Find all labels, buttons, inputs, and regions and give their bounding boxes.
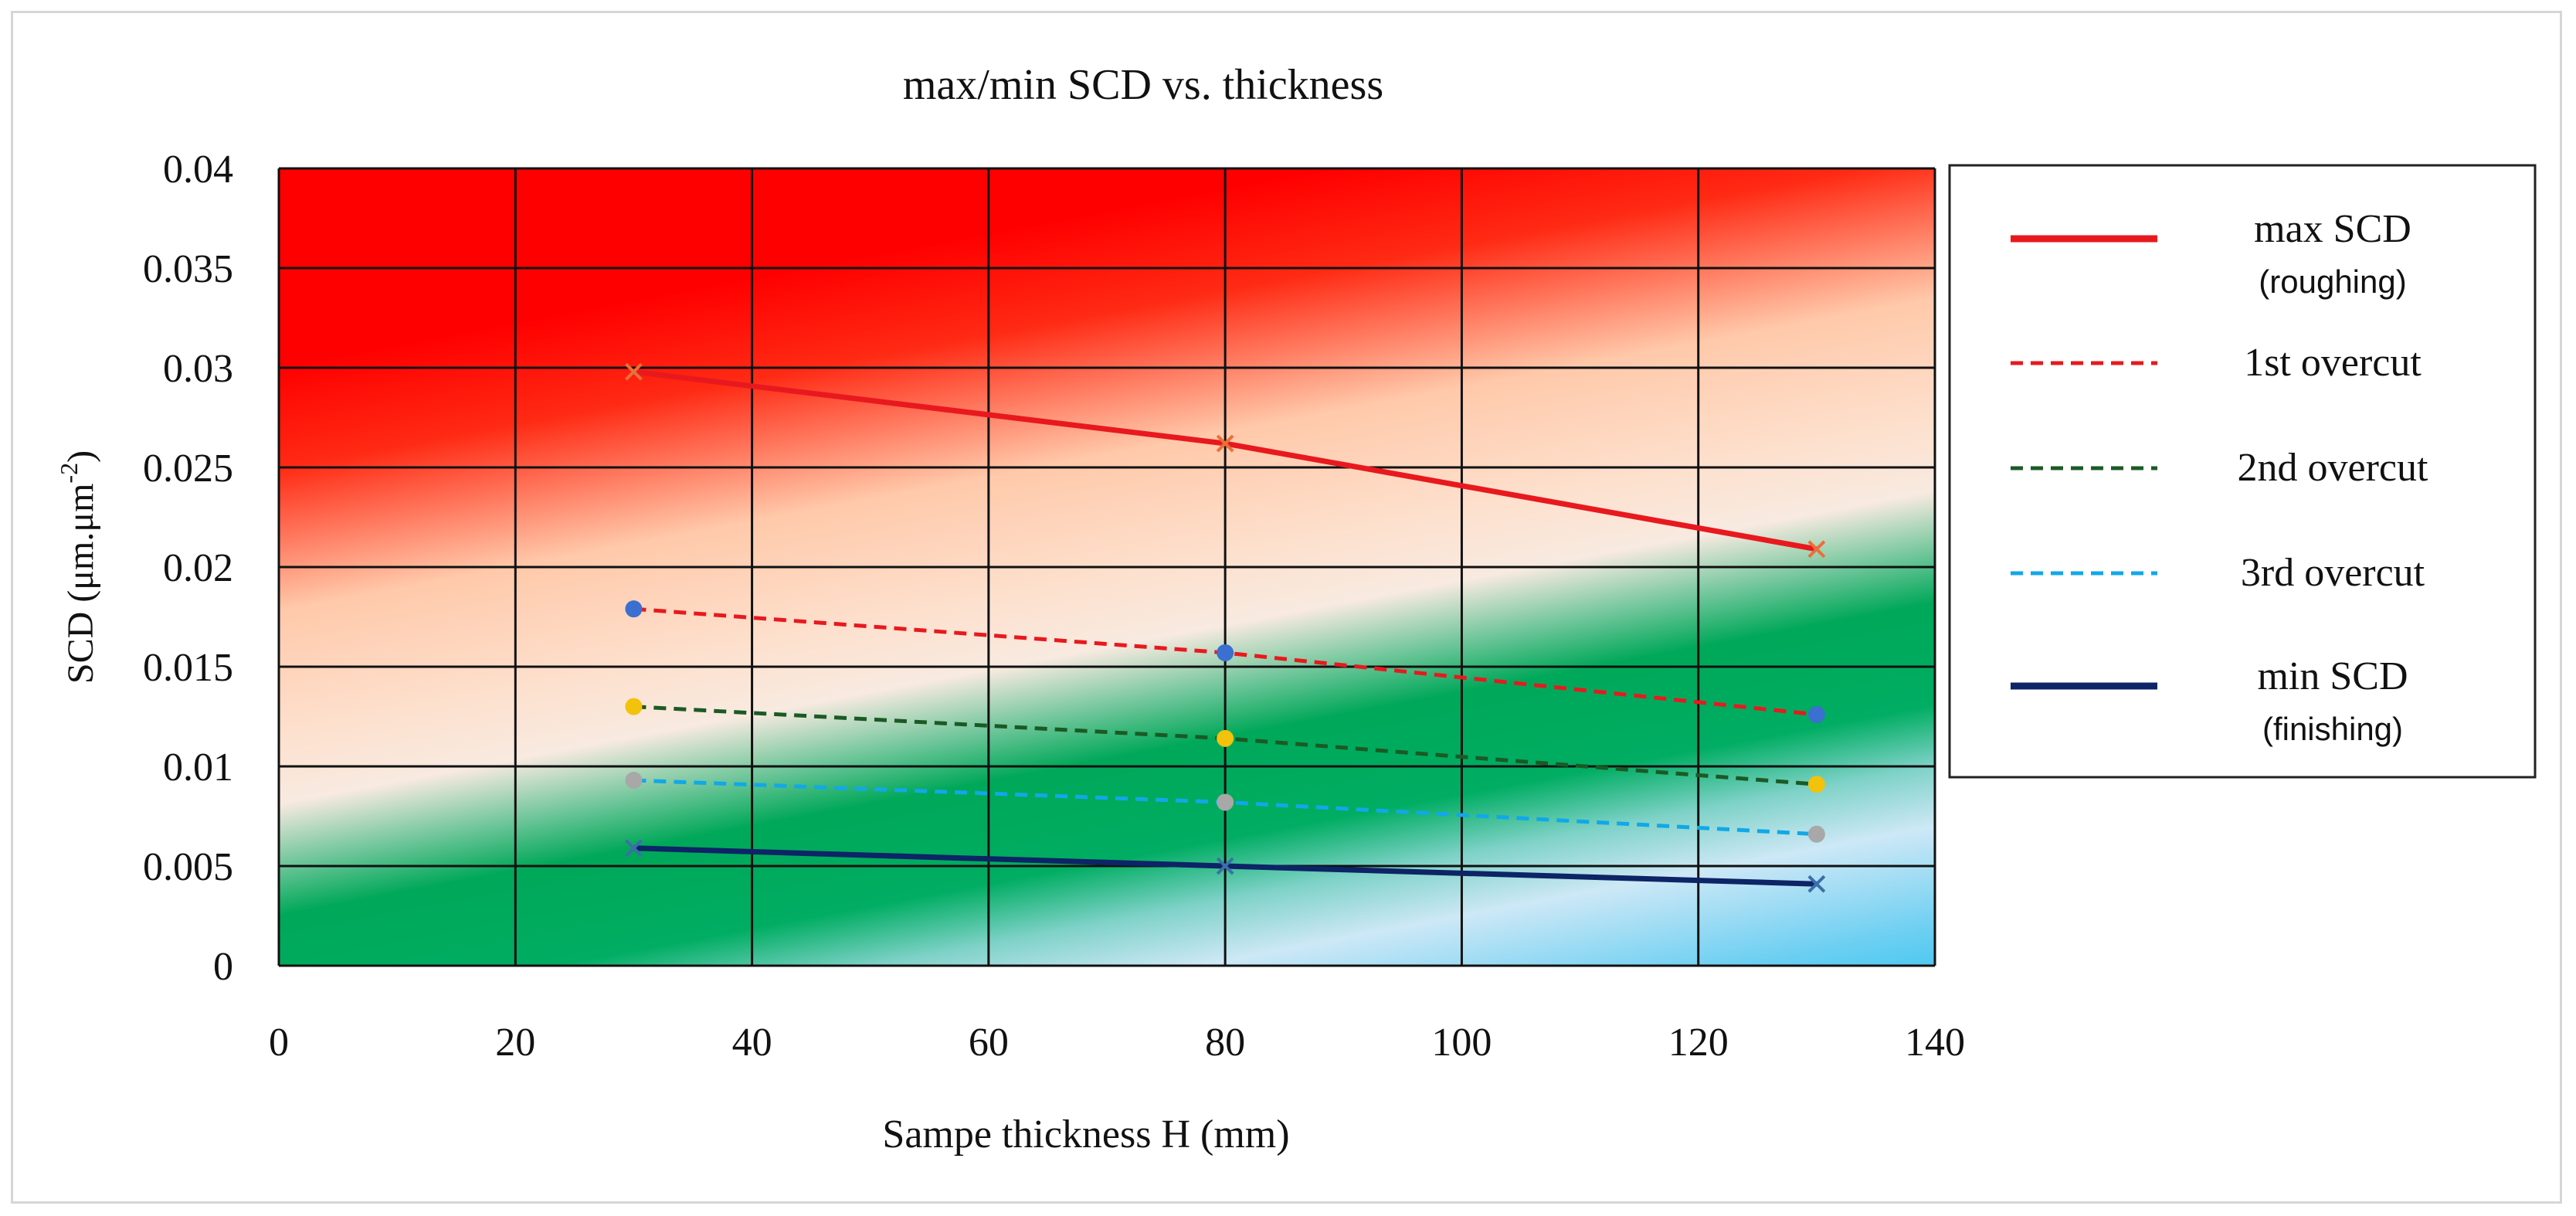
x-axis-ticks: 0 20 40 60 80 100 120 140 bbox=[269, 1021, 1965, 1065]
data-point-min-scd bbox=[625, 839, 643, 858]
legend-label-1st-overcut: 1st overcut bbox=[2244, 341, 2422, 385]
legend-label-min-scd: min SCD bbox=[2257, 654, 2408, 698]
data-point-2nd-overcut bbox=[1217, 729, 1234, 747]
data-point-1st-overcut bbox=[1217, 644, 1234, 661]
y-axis-label-close: ) bbox=[60, 450, 101, 463]
y-tick-label: 0.035 bbox=[143, 247, 233, 291]
x-tick-label: 0 bbox=[269, 1021, 289, 1065]
y-axis-label-exponent: -2 bbox=[55, 463, 83, 484]
y-tick-label: 0.005 bbox=[143, 845, 233, 889]
y-tick-label: 0 bbox=[213, 945, 233, 989]
x-tick-label: 100 bbox=[1431, 1021, 1492, 1065]
data-point-3rd-overcut bbox=[1807, 825, 1825, 843]
legend-label-max-scd: max SCD bbox=[2254, 207, 2411, 251]
data-point-3rd-overcut bbox=[1217, 793, 1234, 811]
legend-sublabel-max-scd: (roughing) bbox=[2259, 263, 2406, 300]
legend-label-2nd-overcut: 2nd overcut bbox=[2238, 446, 2428, 490]
legend: max SCD (roughing) 1st overcut 2nd overcut 3… bbox=[1948, 164, 2537, 779]
data-point-min-scd bbox=[1216, 857, 1234, 875]
data-point-1st-overcut bbox=[625, 600, 643, 618]
y-tick-label: 0.015 bbox=[143, 646, 233, 690]
x-tick-label: 80 bbox=[1205, 1021, 1245, 1065]
chart-title: max/min SCD vs. thickness bbox=[903, 61, 1383, 109]
y-tick-label: 0.04 bbox=[163, 148, 233, 192]
y-axis-label-main: SCD (μm.μm bbox=[60, 484, 101, 684]
y-axis-label: SCD (μm.μm-2) bbox=[55, 450, 101, 684]
data-point-max-scd bbox=[1216, 434, 1234, 453]
legend-sublabel-min-scd: (finishing) bbox=[2262, 711, 2403, 747]
y-axis-ticks: 0 0.005 0.01 0.015 0.02 0.025 0.03 0.035 0.04 bbox=[143, 148, 233, 989]
legend-label-3rd-overcut: 3rd overcut bbox=[2241, 551, 2425, 595]
data-point-2nd-overcut bbox=[1807, 776, 1825, 793]
y-tick-label: 0.03 bbox=[163, 347, 233, 391]
x-axis-label: Sampe thickness H (mm) bbox=[882, 1112, 1289, 1157]
x-tick-label: 120 bbox=[1668, 1021, 1729, 1065]
data-point-max-scd bbox=[1807, 540, 1826, 559]
data-point-min-scd bbox=[1807, 875, 1826, 893]
data-point-2nd-overcut bbox=[625, 698, 643, 715]
data-point-max-scd bbox=[625, 362, 643, 381]
y-tick-label: 0.01 bbox=[163, 746, 233, 790]
y-tick-label: 0.025 bbox=[143, 447, 233, 491]
grid bbox=[277, 167, 1936, 967]
x-tick-label: 20 bbox=[495, 1021, 535, 1065]
data-point-1st-overcut bbox=[1807, 705, 1825, 723]
x-tick-label: 60 bbox=[969, 1021, 1009, 1065]
data-point-3rd-overcut bbox=[625, 772, 643, 790]
markers bbox=[625, 362, 1826, 893]
x-tick-label: 140 bbox=[1905, 1021, 1965, 1065]
legend-box bbox=[1948, 164, 2537, 779]
x-tick-label: 40 bbox=[732, 1021, 772, 1065]
y-tick-label: 0.02 bbox=[163, 546, 233, 590]
